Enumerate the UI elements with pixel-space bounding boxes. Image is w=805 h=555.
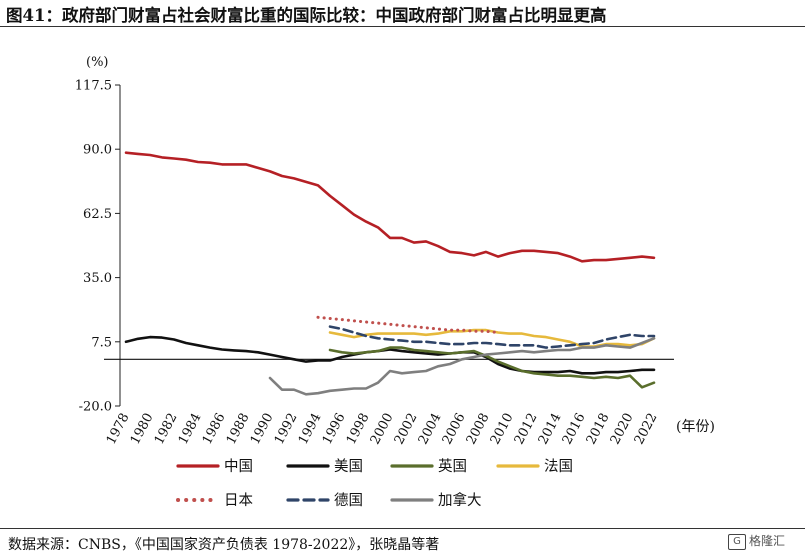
y-tick-label: 90.0: [83, 143, 112, 158]
y-axis-label: (%): [86, 55, 109, 70]
series-line-加拿大: [268, 337, 656, 396]
top-rule: [0, 26, 805, 27]
x-tick-label: 2006: [440, 411, 469, 447]
x-tick-label: 1988: [224, 411, 253, 447]
x-tick-label: 1986: [200, 411, 229, 447]
x-tick-label: 2016: [560, 411, 589, 447]
x-tick-label: 1982: [152, 411, 181, 447]
x-tick-label: 1980: [128, 411, 157, 447]
legend-label: 中国: [224, 458, 253, 475]
x-axis-label: (年份): [676, 419, 715, 435]
x-tick-label: 1984: [176, 411, 205, 447]
y-tick-label: 7.5: [91, 335, 112, 350]
x-tick-label: 2012: [512, 411, 541, 447]
figure-title: 图41：政府部门财富占社会财富比重的国际比较：中国政府部门财富占比明显更高: [6, 6, 607, 25]
x-tick-label: 1994: [296, 411, 325, 447]
x-tick-label: 2002: [392, 411, 421, 447]
watermark: G 格隆汇: [728, 532, 785, 550]
legend-label: 美国: [334, 458, 363, 475]
x-tick-label: 1998: [344, 411, 373, 447]
x-tick-label: 2022: [632, 411, 661, 447]
series-line-日本: [316, 315, 500, 334]
source-note: 数据来源：CNBS，《中国国家资产负债表 1978-2022》，张晓晶等著: [8, 537, 440, 553]
y-tick-label: 117.5: [75, 79, 112, 94]
x-tick-label: 1978: [104, 411, 133, 447]
legend-label: 英国: [438, 457, 467, 475]
y-tick-label: 35.0: [83, 271, 112, 286]
legend-label: 法国: [544, 458, 573, 475]
legend-label: 加拿大: [438, 491, 482, 509]
series-line-德国: [328, 325, 656, 349]
x-tick-label: 2020: [608, 411, 637, 447]
x-tick-label: 1996: [320, 411, 349, 447]
x-tick-label: 2018: [584, 411, 613, 447]
x-tick-label: 2004: [416, 411, 445, 447]
y-tick-label: -20.0: [79, 400, 112, 415]
series-line-英国: [328, 346, 656, 389]
watermark-logo-icon: G: [728, 533, 746, 550]
x-tick-label: 1992: [272, 411, 301, 447]
y-tick-label: 62.5: [83, 207, 112, 222]
legend-label: 日本: [224, 492, 253, 509]
x-tick-label: 2010: [488, 411, 517, 447]
x-tick-label: 1990: [248, 411, 277, 447]
line-chart: 117.5 90.0 62.5 35.0 7.5 -20.0 (%) 197819801982…: [75, 55, 715, 509]
legend-label: 德国: [334, 492, 363, 509]
watermark-text: 格隆汇: [749, 534, 786, 548]
series-line-中国: [124, 151, 656, 263]
x-tick-label: 2014: [536, 411, 565, 447]
x-tick-label: 2008: [464, 411, 493, 447]
x-tick-label: 2000: [368, 411, 397, 447]
series-line-美国: [124, 335, 656, 375]
bottom-rule: [0, 528, 805, 529]
